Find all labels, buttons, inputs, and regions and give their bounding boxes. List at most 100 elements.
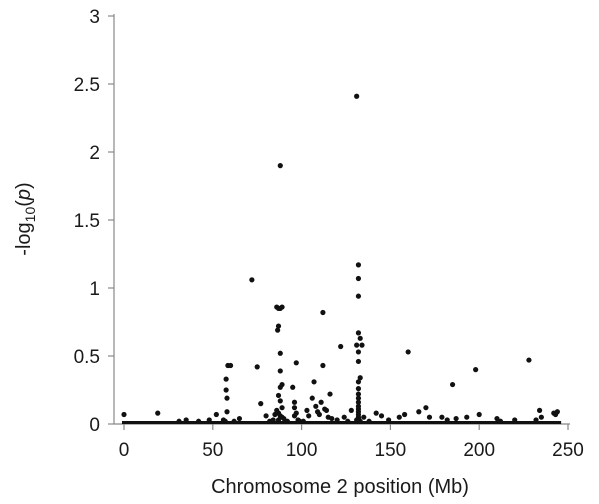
data-point (338, 343, 344, 350)
data-point (291, 405, 298, 411)
data-point (293, 360, 299, 366)
data-point (355, 330, 362, 336)
data-point (355, 349, 362, 355)
data-point (213, 411, 219, 418)
data-point (223, 387, 229, 393)
data-point (263, 413, 269, 419)
data-point (290, 384, 296, 390)
data-point (291, 413, 298, 419)
data-point (316, 411, 322, 418)
y-tick-label: 0.5 (74, 347, 100, 368)
y-tick-label: 1.5 (74, 211, 100, 232)
data-point (348, 407, 354, 413)
data-point (318, 399, 324, 405)
data-point (355, 391, 362, 397)
data-point (355, 262, 362, 268)
data-point (357, 375, 363, 381)
axes (113, 14, 570, 425)
data-point (313, 403, 319, 409)
data-point (355, 399, 362, 405)
data-point (183, 417, 189, 423)
x-tick-label: 100 (286, 440, 318, 461)
data-point (354, 93, 360, 99)
data-point (355, 386, 362, 392)
data-point (359, 342, 365, 348)
data-point (272, 411, 278, 418)
y-tick-label: 1 (89, 279, 100, 300)
data-point (254, 364, 260, 370)
data-point (304, 407, 310, 413)
data-point (279, 405, 285, 411)
data-point (426, 414, 433, 420)
data-point (279, 304, 285, 310)
data-point (284, 418, 290, 424)
data-point (355, 379, 362, 385)
baseline-points-band (122, 421, 562, 424)
data-point (473, 367, 479, 373)
data-point (323, 407, 330, 413)
data-point (224, 395, 230, 401)
data-point (195, 418, 202, 424)
data-point (361, 414, 367, 420)
data-point (121, 411, 127, 418)
data-point (373, 410, 379, 416)
data-point (536, 407, 543, 413)
data-point (258, 401, 264, 407)
y-axis-title-prefix: -log (13, 222, 35, 255)
data-point (497, 418, 504, 424)
data-point (341, 414, 347, 420)
data-point (439, 414, 445, 420)
data-point (494, 415, 500, 422)
data-point (306, 413, 312, 419)
data-point (275, 417, 282, 423)
data-point (355, 293, 362, 299)
data-point (297, 418, 303, 424)
data-point (355, 395, 362, 401)
data-point (277, 368, 283, 374)
data-point (355, 275, 362, 282)
y-axis-title-subscript: 10 (22, 207, 38, 223)
data-point (281, 415, 287, 422)
data-point (176, 418, 182, 424)
data-point (277, 384, 283, 390)
y-tick-label: 2 (89, 143, 100, 164)
y-tick-label: 3 (89, 7, 100, 28)
x-tick-label: 200 (463, 440, 495, 461)
data-point (357, 335, 363, 341)
y-axis-title: -log10(p) (13, 182, 38, 255)
y-axis-title-p: p (13, 189, 35, 201)
data-point (311, 379, 317, 385)
data-point (329, 415, 335, 422)
data-point (275, 323, 282, 329)
data-point (405, 349, 411, 355)
y-ticks: 0 0.5 1 1.5 2 2.5 3 (74, 7, 114, 436)
data-point (231, 418, 237, 424)
data-point (277, 398, 283, 404)
data-point (155, 410, 161, 416)
data-point (291, 399, 298, 405)
data-point (366, 418, 372, 424)
data-point (327, 391, 333, 397)
data-point (538, 414, 544, 420)
y-axis-title-close: ) (13, 182, 35, 189)
x-tick-label: 250 (552, 440, 584, 461)
data-points (121, 93, 562, 424)
data-point (449, 381, 456, 388)
x-tick-label: 150 (375, 440, 407, 461)
data-point (275, 392, 282, 399)
data-point (249, 277, 255, 283)
data-point (334, 417, 340, 423)
data-point (402, 411, 408, 418)
data-point (227, 362, 234, 369)
data-point (355, 358, 362, 365)
data-point (386, 417, 392, 423)
y-tick-label: 2.5 (74, 75, 100, 96)
data-point (554, 409, 560, 415)
data-point (320, 309, 326, 316)
x-axis-title: Chromosome 2 position (Mb) (211, 476, 469, 498)
data-point (453, 415, 459, 422)
data-point (277, 163, 283, 169)
data-point (223, 376, 229, 382)
data-point (275, 327, 281, 333)
data-point (270, 417, 276, 423)
